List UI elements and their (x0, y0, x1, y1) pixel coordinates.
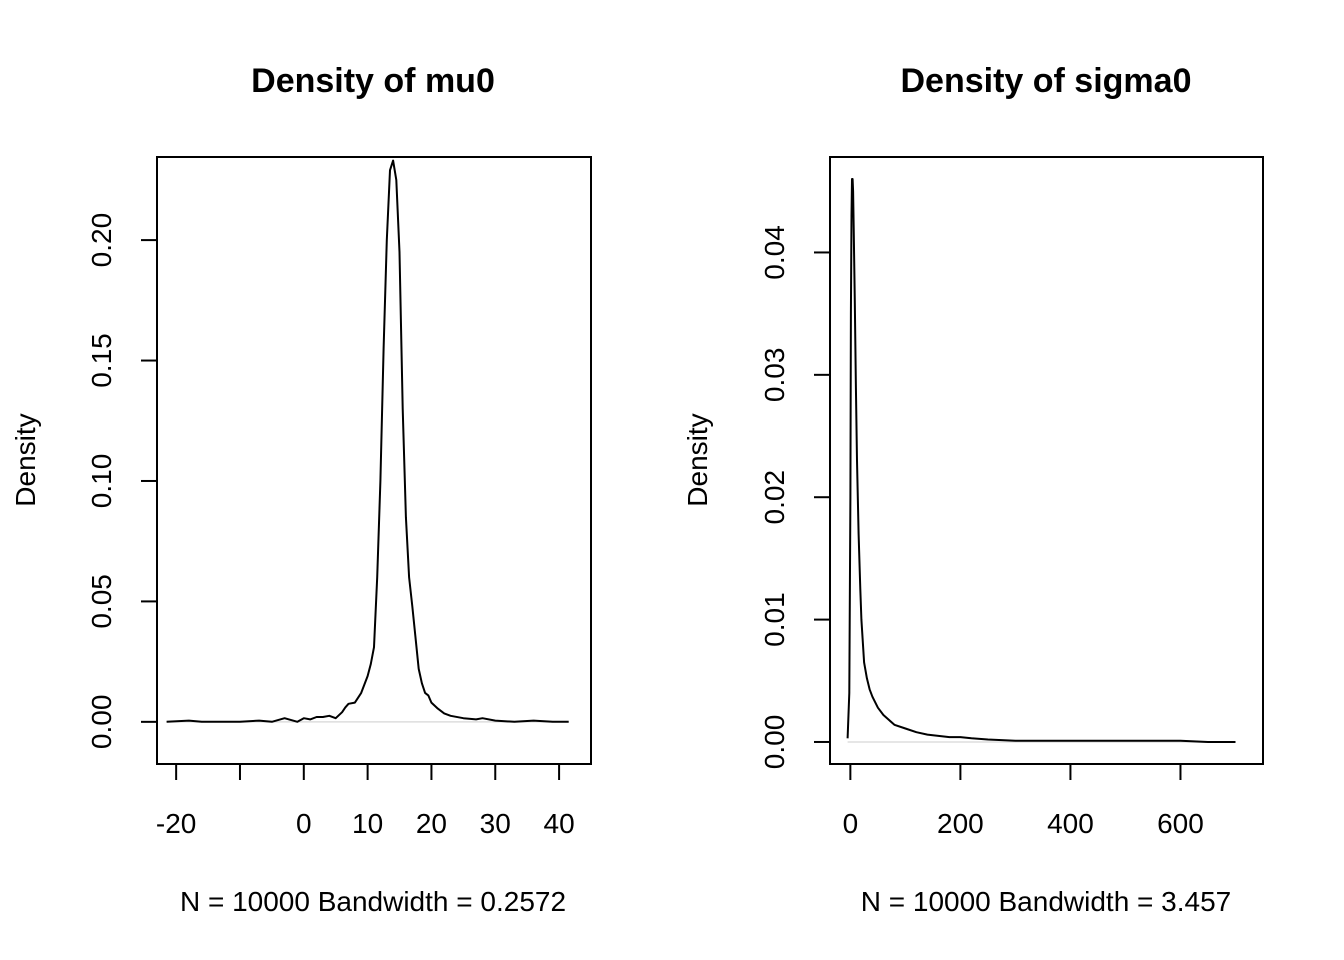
y-tick-label: 0.05 (86, 574, 117, 629)
x-tick-label: 600 (1157, 808, 1204, 839)
x-tick-label: 200 (937, 808, 984, 839)
density-curve-group-mu0: -20 0 10 20 30 40 0.00 0.05 0.10 0.15 0.20 (86, 159, 575, 839)
y-tick-label: 0.20 (86, 213, 117, 268)
chart-title-mu0: Density of mu0 (251, 62, 495, 100)
x-tick-label: 0 (296, 808, 312, 839)
y-tick-label: 0.00 (759, 715, 790, 770)
y-tick-label: 0.10 (86, 454, 117, 509)
density-curve (846, 178, 1236, 743)
x-tick-label: -20 (156, 808, 196, 839)
chart-title-sigma0: Density of sigma0 (901, 62, 1192, 100)
x-axis-label-sigma0: N = 10000 Bandwidth = 3.457 (861, 886, 1232, 917)
x-tick-label: 10 (352, 808, 383, 839)
density-curve-group-sigma0: 0 200 400 600 0.00 0.01 0.02 0.03 0.04 (759, 178, 1236, 839)
y-tick-label: 0.03 (759, 348, 790, 403)
y-axis-label-sigma0: Density (682, 413, 713, 506)
panel-sigma0: Density of sigma0 0 200 400 600 0.00 0.01 0.02… (682, 62, 1264, 917)
y-axis-label-mu0: Density (10, 413, 41, 506)
x-tick-label: 40 (544, 808, 575, 839)
plot-frame-sigma0 (829, 156, 1264, 765)
y-tick-label: 0.01 (759, 592, 790, 647)
plot-frame-mu0 (156, 156, 592, 765)
y-tick-label: 0.02 (759, 470, 790, 525)
x-axis-label-mu0: N = 10000 Bandwidth = 0.2572 (180, 886, 566, 917)
y-tick-label: 0.04 (759, 225, 790, 279)
x-tick-label: 30 (480, 808, 511, 839)
x-tick-label: 20 (416, 808, 447, 839)
x-tick-label: 0 (843, 808, 859, 839)
panel-mu0: Density of mu0 -20 0 10 20 30 40 0.00 0.05 0.10 0… (10, 62, 592, 917)
y-tick-label: 0.15 (86, 333, 117, 388)
x-tick-label: 400 (1047, 808, 1094, 839)
density-curve (166, 159, 569, 723)
y-tick-label: 0.00 (86, 695, 117, 750)
